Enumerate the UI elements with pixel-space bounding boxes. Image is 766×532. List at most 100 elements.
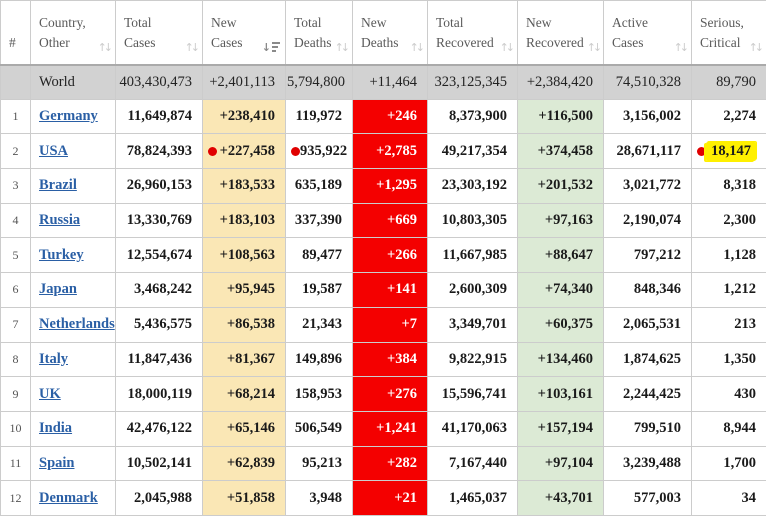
cell-total_deaths: 635,189 (285, 168, 353, 204)
cell-total_cases: 3,468,242 (115, 272, 203, 308)
cell-new_recovered: +2,384,420 (517, 64, 604, 100)
cell-total_deaths: 935,922 (285, 133, 353, 170)
column-label: Total Cases (124, 15, 156, 51)
cell-new_cases: +65,146 (202, 410, 286, 447)
cell-value: 935,922 (300, 142, 348, 159)
cell-rank: 5 (0, 237, 31, 274)
column-label: Country, Other (39, 15, 86, 51)
column-header-total_recovered[interactable]: Total Recovered ↑↓ (427, 0, 518, 66)
country-link[interactable]: Japan (39, 281, 77, 298)
cell-new_deaths: +282 (352, 445, 428, 482)
cell-new_cases: +183,533 (202, 168, 286, 204)
cell-serious_critical: 1,212 (691, 272, 766, 308)
sort-updown-icon[interactable]: ↑↓ (409, 40, 426, 54)
country-link[interactable]: Russia (39, 212, 81, 229)
column-header-total_deaths[interactable]: Total Deaths ↑↓ (285, 0, 353, 66)
cell-country: Russia (30, 202, 116, 239)
cell-total_recovered: 9,822,915 (427, 341, 518, 378)
cell-total_recovered: 49,217,354 (427, 133, 518, 170)
column-header-new_recovered[interactable]: New Recovered ↑↓ (517, 0, 604, 66)
column-header-rank: # (0, 0, 31, 66)
table-row: 7 Netherlands 5,436,575 +86,538 21,343 +7 3,34… (0, 306, 766, 343)
sort-updown-icon[interactable]: ↑↓ (334, 40, 351, 54)
cell-serious_critical: 18,147 (691, 133, 766, 170)
cell-new_recovered: +374,458 (517, 133, 604, 170)
cell-active_cases: 3,021,772 (603, 168, 692, 204)
country-link[interactable]: Spain (39, 454, 75, 471)
column-header-total_cases[interactable]: Total Cases ↑↓ (115, 0, 203, 66)
country-link[interactable]: Italy (39, 350, 68, 367)
country-link[interactable]: Germany (39, 108, 98, 125)
cell-total_recovered: 15,596,741 (427, 376, 518, 412)
cell-new_recovered: +134,460 (517, 341, 604, 378)
cell-new_deaths: +276 (352, 376, 428, 412)
cell-value: +227,458 (219, 142, 275, 159)
cell-country: Denmark (30, 480, 116, 516)
table-row: 5 Turkey 12,554,674 +108,563 89,477 +266 11,66… (0, 237, 766, 274)
table-row: 3 Brazil 26,960,153 +183,533 635,189 +1,295 23… (0, 168, 766, 204)
cell-new_cases: +51,858 (202, 480, 286, 516)
cell-new_deaths: +384 (352, 341, 428, 378)
sort-updown-icon[interactable]: ↑↓ (97, 40, 114, 54)
cell-country: World (30, 64, 116, 100)
cell-rank: 3 (0, 168, 31, 204)
sort-updown-icon[interactable]: ↑↓ (748, 40, 765, 54)
cell-serious_critical: 430 (691, 376, 766, 412)
table-header: # Country, Other ↑↓ Total Cases ↑↓ New Cases ↓ Tot… (0, 0, 766, 66)
cell-new_recovered: +116,500 (517, 98, 604, 135)
cell-rank: 1 (0, 98, 31, 135)
cell-new_recovered: +157,194 (517, 410, 604, 447)
table-row: 2 USA 78,824,393 +227,458 935,922 +2,785 49,21… (0, 133, 766, 170)
cell-total_recovered: 41,170,063 (427, 410, 518, 447)
sort-updown-icon[interactable]: ↑↓ (673, 40, 690, 54)
cell-active_cases: 28,671,117 (603, 133, 692, 170)
cell-new_recovered: +97,163 (517, 202, 604, 239)
country-link[interactable]: UK (39, 385, 61, 402)
table-row: 9 UK 18,000,119 +68,214 158,953 +276 15,596,74… (0, 376, 766, 412)
country-link[interactable]: Netherlands (39, 316, 115, 333)
red-marker-dot (291, 146, 300, 156)
cell-country: Turkey (30, 237, 116, 274)
sort-updown-icon[interactable]: ↑↓ (499, 40, 516, 54)
cell-rank: 8 (0, 341, 31, 378)
column-label: Serious, Critical (700, 15, 744, 51)
cell-rank: 10 (0, 410, 31, 447)
highlighted-value: 18,147 (706, 141, 756, 161)
table-row: 4 Russia 13,330,769 +183,103 337,390 +669 10,8… (0, 202, 766, 239)
column-header-country[interactable]: Country, Other ↑↓ (30, 0, 116, 66)
cell-active_cases: 2,190,074 (603, 202, 692, 239)
cell-active_cases: 2,244,425 (603, 376, 692, 412)
country-link[interactable]: Denmark (39, 489, 98, 506)
table-row: 12 Denmark 2,045,988 +51,858 3,948 +21 1,465,0… (0, 480, 766, 516)
country-link[interactable]: Brazil (39, 177, 77, 194)
cell-active_cases: 3,156,002 (603, 98, 692, 135)
cell-new_recovered: +74,340 (517, 272, 604, 308)
cell-total_cases: 26,960,153 (115, 168, 203, 204)
cell-serious_critical: 2,274 (691, 98, 766, 135)
column-header-active_cases[interactable]: Active Cases ↑↓ (603, 0, 692, 66)
country-link[interactable]: USA (39, 142, 69, 159)
sort-updown-icon[interactable]: ↑↓ (586, 40, 603, 54)
country-link[interactable]: India (39, 420, 73, 437)
cell-new_deaths: +141 (352, 272, 428, 308)
cell-country: Spain (30, 445, 116, 482)
header-row: # Country, Other ↑↓ Total Cases ↑↓ New Cases ↓ Tot… (0, 0, 766, 66)
column-header-new_deaths[interactable]: New Deaths ↑↓ (352, 0, 428, 66)
cell-value: 18,147 (706, 141, 756, 161)
cell-rank: 4 (0, 202, 31, 239)
cell-country: Japan (30, 272, 116, 308)
cell-rank: 7 (0, 306, 31, 343)
table-row: 6 Japan 3,468,242 +95,945 19,587 +141 2,600,30… (0, 272, 766, 308)
red-marker-dot (697, 146, 706, 156)
cell-total_recovered: 2,600,309 (427, 272, 518, 308)
cell-new_cases: +95,945 (202, 272, 286, 308)
country-link[interactable]: Turkey (39, 246, 84, 263)
cell-total_recovered: 23,303,192 (427, 168, 518, 204)
sort-updown-icon[interactable]: ↑↓ (184, 40, 201, 54)
sort-amount-desc-icon[interactable]: ↓ (260, 41, 280, 54)
cell-total_cases: 12,554,674 (115, 237, 203, 274)
cell-total_recovered: 7,167,440 (427, 445, 518, 482)
column-header-new_cases[interactable]: New Cases ↓ (202, 0, 286, 66)
cell-new_cases: +238,410 (202, 98, 286, 135)
column-header-serious_critical[interactable]: Serious, Critical ↑↓ (691, 0, 766, 66)
